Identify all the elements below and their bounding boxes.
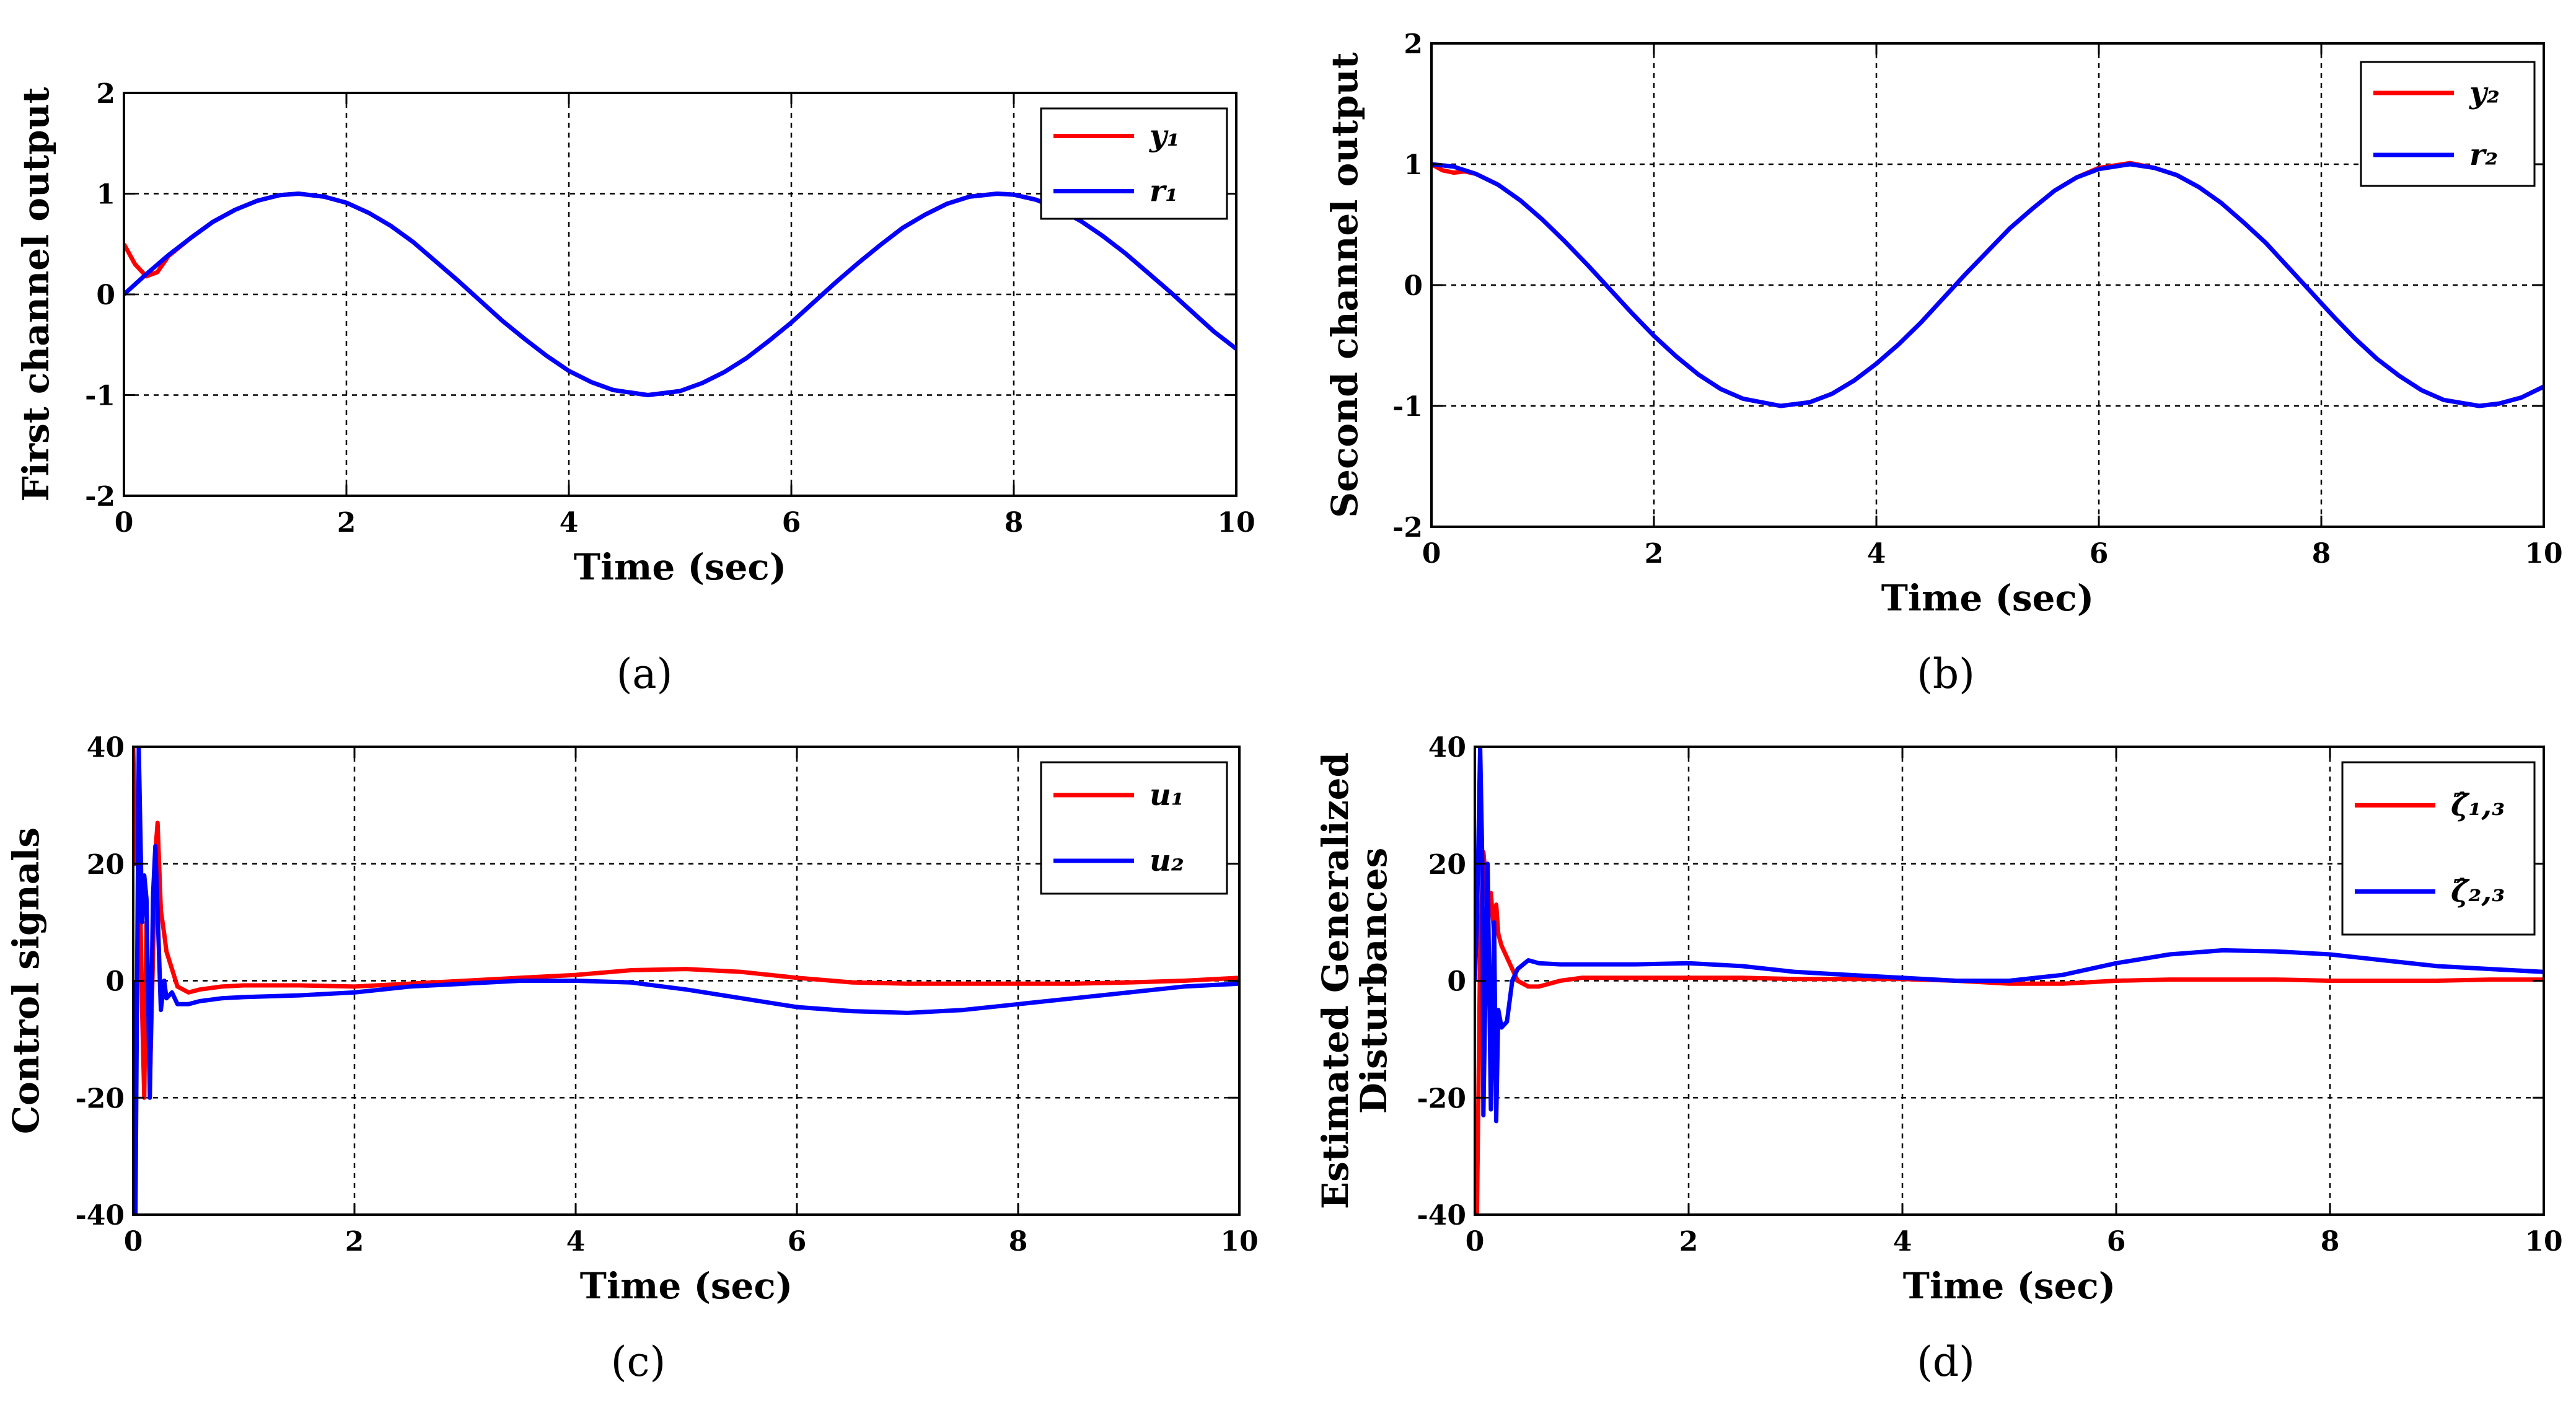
- legend-box: [2341, 761, 2536, 936]
- legend-label-1: y₂: [2469, 76, 2500, 110]
- x-axis-label: Time (sec): [580, 1265, 793, 1307]
- y-tick-label: 2: [96, 78, 115, 110]
- y-tick-label: -1: [1392, 391, 1423, 423]
- x-tick-label: 0: [124, 1226, 143, 1257]
- x-tick-label: 0: [1466, 1226, 1485, 1257]
- chart-c: 0 2 4 6 8 10 -40 -20 0 20 40 Time (sec) Control sign…: [5, 732, 1259, 1386]
- x-tick-label: 10: [2525, 538, 2562, 570]
- x-tick-label: 4: [566, 1226, 586, 1257]
- x-tick-label: 10: [1217, 507, 1255, 539]
- x-axis-label: Time (sec): [574, 546, 786, 588]
- legend: ζ̂₁,₃ ζ̂₂,₃: [2341, 761, 2536, 936]
- series-line-2: [1431, 162, 2544, 408]
- y-axis-label: First channel output: [15, 87, 57, 501]
- chart-a: 0 2 4 6 8 10 -2 -1 0 1 2 Time (sec) First channel ou…: [15, 78, 1255, 698]
- x-tick-label: 10: [2525, 1226, 2562, 1257]
- y-tick-label: 20: [87, 849, 125, 881]
- x-tick-label: 2: [337, 507, 356, 539]
- series-line-2: [1475, 747, 2544, 1124]
- y-tick-label: -2: [1392, 512, 1423, 544]
- x-axis-label: Time (sec): [1903, 1265, 2116, 1307]
- y-tick-label: 1: [96, 179, 115, 211]
- y-tick-label: 0: [105, 966, 125, 998]
- x-tick-label: 2: [345, 1226, 364, 1257]
- legend: y₁ r₁: [1040, 107, 1228, 220]
- series-line-2: [133, 747, 1239, 1215]
- x-tick-label: 6: [2090, 538, 2109, 570]
- x-tick-label: 2: [1679, 1226, 1699, 1257]
- x-tick-label: 8: [2312, 538, 2331, 570]
- x-tick-label: 4: [560, 507, 579, 539]
- x-tick-label: 2: [1645, 538, 1664, 570]
- x-tick-label: 8: [1004, 507, 1024, 539]
- series-line-1: [1475, 850, 2544, 1215]
- y-tick-label: 20: [1428, 849, 1466, 881]
- x-tick-label: 6: [2107, 1226, 2126, 1257]
- caption-b: (b): [1917, 650, 1975, 698]
- chart-b: 0 2 4 6 8 10 -2 -1 0 1 2 Time (sec) Second channel o…: [1324, 29, 2563, 698]
- y-axis-label: Control signals: [5, 827, 47, 1134]
- legend: u₁ u₂: [1040, 761, 1228, 895]
- legend-label-1: u₁: [1150, 778, 1184, 812]
- x-tick-label: 8: [2321, 1226, 2340, 1257]
- y-axis-label: Estimated Generalized: [1314, 752, 1356, 1209]
- x-tick-label: 0: [1422, 538, 1441, 570]
- y-tick-label: 40: [87, 732, 125, 764]
- legend-label-2: r₂: [2469, 138, 2498, 172]
- x-tick-label: 8: [1009, 1226, 1028, 1257]
- caption-d: (d): [1917, 1338, 1975, 1386]
- y-tick-label: 40: [1428, 732, 1466, 764]
- x-tick-label: 0: [115, 507, 134, 539]
- x-tick-label: 4: [1867, 538, 1886, 570]
- y-tick-label: 1: [1404, 149, 1423, 181]
- y-axis-label: Second channel output: [1324, 52, 1366, 518]
- y-tick-label: -20: [1417, 1083, 1467, 1114]
- x-tick-label: 4: [1893, 1226, 1912, 1257]
- legend-label-2: r₁: [1150, 174, 1178, 209]
- y-tick-label: 0: [96, 280, 115, 311]
- legend-label-1: y₁: [1149, 119, 1180, 154]
- x-tick-label: 10: [1220, 1226, 1258, 1257]
- y-tick-label: 0: [1447, 966, 1466, 998]
- y-tick-label: -1: [85, 381, 115, 412]
- y-tick-label: 0: [1404, 270, 1423, 302]
- x-tick-label: 6: [782, 507, 801, 539]
- x-axis-label: Time (sec): [1881, 577, 2094, 619]
- y-tick-label: 2: [1404, 29, 1423, 60]
- legend-label-2: ζ̂₂,₃: [2451, 874, 2505, 909]
- chart-d: 0 2 4 6 8 10 -40 -20 0 20 40 Time (sec) Estimated Ge…: [1314, 732, 2563, 1386]
- legend: y₂ r₂: [2360, 61, 2536, 187]
- y-tick-label: -20: [76, 1083, 125, 1114]
- caption-a: (a): [617, 650, 673, 698]
- legend-box: [1040, 107, 1228, 220]
- caption-c: (c): [611, 1338, 666, 1386]
- y-tick-label: -40: [1417, 1200, 1467, 1231]
- x-tick-label: 6: [788, 1226, 807, 1257]
- y-axis-label: Disturbances: [1353, 848, 1395, 1114]
- legend-box: [2360, 61, 2536, 187]
- y-tick-label: -2: [85, 481, 115, 513]
- legend-label-1: ζ̂₁,₃: [2451, 788, 2505, 823]
- legend-box: [1040, 761, 1228, 895]
- legend-label-2: u₂: [1150, 843, 1184, 878]
- y-tick-label: -40: [76, 1200, 125, 1231]
